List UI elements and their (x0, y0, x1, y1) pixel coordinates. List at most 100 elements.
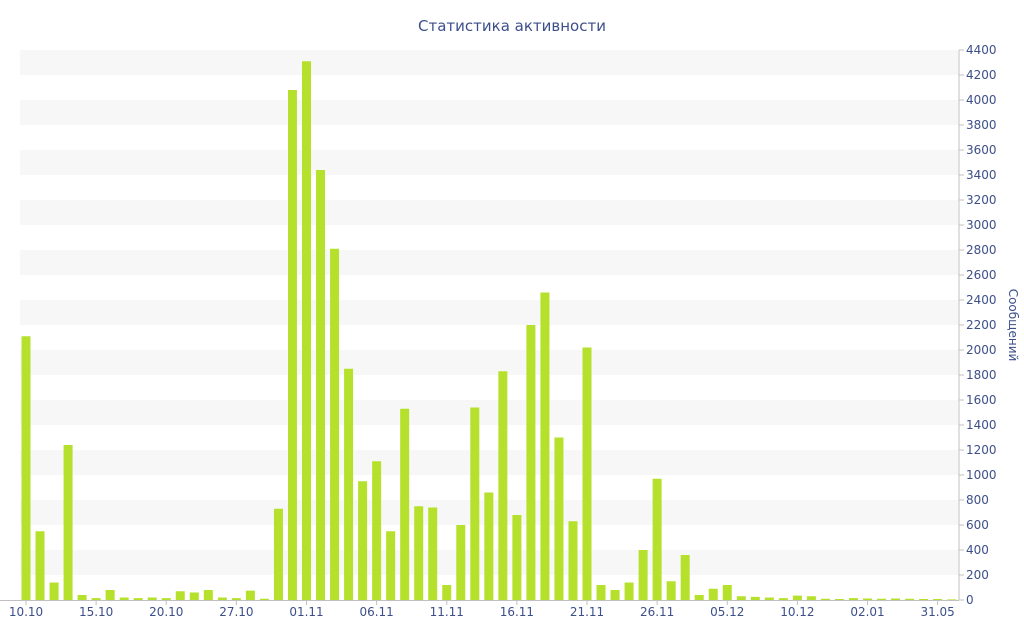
grid-band (20, 400, 958, 425)
bar (35, 531, 45, 600)
bar (456, 525, 466, 600)
bar (568, 521, 578, 600)
bar (175, 591, 185, 600)
x-tick-label: 05.12 (710, 605, 744, 619)
bar (442, 585, 452, 600)
bar (316, 170, 326, 600)
bar (133, 598, 143, 600)
bar (933, 599, 943, 600)
bar (91, 598, 101, 600)
bar (554, 437, 564, 600)
x-tick-label: 20.10 (149, 605, 183, 619)
y-tick-label: 1800 (966, 368, 997, 382)
bar (877, 598, 887, 600)
y-tick-label: 3600 (966, 143, 997, 157)
grid-band (20, 200, 958, 225)
y-tick-label: 4200 (966, 68, 997, 82)
x-tick-label: 06.11 (359, 605, 393, 619)
x-tick-label: 10.10 (9, 605, 43, 619)
y-tick-label: 3200 (966, 193, 997, 207)
bar (119, 597, 129, 600)
bar (484, 492, 494, 600)
bar (863, 598, 873, 600)
bar (891, 598, 901, 600)
x-axis: 10.10 15.10 20.10 27.10 01.11 06.11 11.11 16.11… (0, 600, 959, 619)
grid-band (20, 250, 958, 275)
bar (245, 590, 255, 600)
x-tick-label: 11.11 (430, 605, 464, 619)
bar (428, 507, 438, 600)
bar (834, 599, 844, 600)
bar (203, 590, 213, 600)
x-tick-label: 27.10 (219, 605, 253, 619)
bar (792, 595, 802, 600)
bar (105, 590, 115, 600)
bar (21, 336, 31, 600)
x-tick-label: 26.11 (640, 605, 674, 619)
grid-bands (20, 50, 958, 575)
bar (722, 585, 732, 600)
x-tick-label: 21.11 (570, 605, 604, 619)
y-tick-label: 400 (966, 543, 989, 557)
y-tick-label: 1200 (966, 443, 997, 457)
bar (947, 599, 957, 600)
y-tick-label: 2000 (966, 343, 997, 357)
y-axis: 0 200 400 600 800 1000 1200 1400 1600 1800 2000 220… (958, 43, 997, 607)
bar (919, 599, 929, 600)
grid-band (20, 450, 958, 475)
bar (372, 461, 382, 600)
bar (526, 325, 536, 600)
bar (147, 597, 157, 600)
bar (778, 598, 788, 600)
bar (400, 408, 410, 600)
bar (302, 61, 312, 600)
y-tick-label: 4400 (966, 43, 997, 57)
bar (905, 598, 915, 600)
bar (161, 598, 171, 600)
bar (49, 582, 59, 600)
x-tick-label: 31.05 (920, 605, 954, 619)
grid-band (20, 150, 958, 175)
y-tick-label: 2800 (966, 243, 997, 257)
bar (610, 590, 620, 600)
bar (287, 90, 297, 600)
bar (820, 598, 830, 600)
grid-band (20, 50, 958, 75)
bar (694, 595, 704, 600)
bar (231, 598, 241, 600)
bar (344, 368, 354, 600)
y-tick-label: 1400 (966, 418, 997, 432)
y-tick-label: 3800 (966, 118, 997, 132)
bar (217, 597, 227, 600)
bar (189, 592, 199, 600)
bar (652, 478, 662, 600)
bar (414, 506, 424, 600)
bar-series (21, 61, 957, 600)
grid-band (20, 100, 958, 125)
bar (358, 481, 368, 600)
y-axis-label: Сообщений (1006, 289, 1020, 362)
bar (750, 596, 760, 600)
bar (386, 531, 396, 600)
bar (848, 598, 858, 600)
grid-band (20, 300, 958, 325)
bar (624, 582, 634, 600)
y-tick-label: 2600 (966, 268, 997, 282)
x-tick-label: 15.10 (79, 605, 113, 619)
x-tick-label: 16.11 (500, 605, 534, 619)
bar (512, 515, 522, 600)
x-tick-label: 10.12 (780, 605, 814, 619)
bar (806, 596, 816, 600)
y-tick-label: 2200 (966, 318, 997, 332)
y-tick-label: 1000 (966, 468, 997, 482)
bar (582, 347, 592, 600)
bar (638, 550, 648, 600)
y-tick-label: 3400 (966, 168, 997, 182)
bar (666, 581, 676, 600)
bar (596, 585, 606, 600)
x-tick-label: 02.01 (850, 605, 884, 619)
bar (470, 407, 480, 600)
x-tick-label: 01.11 (289, 605, 323, 619)
